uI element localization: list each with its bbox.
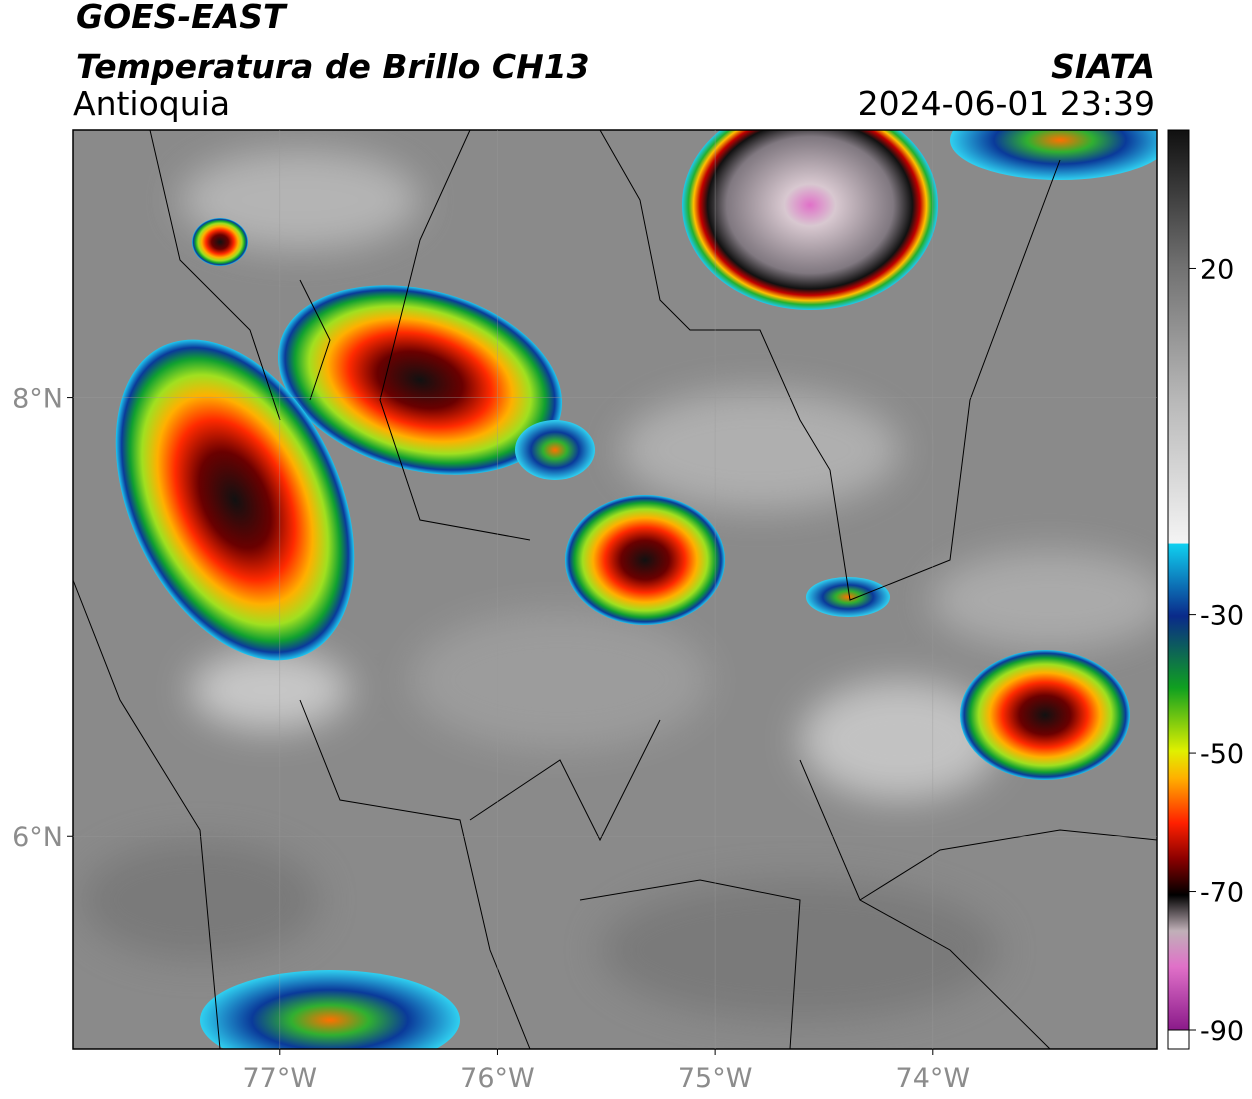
colorbar-tick-label: -90 bbox=[1200, 1016, 1244, 1047]
colorbar-tick-label: -50 bbox=[1200, 739, 1244, 770]
title: GOES-EAST bbox=[76, 0, 288, 36]
y-tick-label: 6°N bbox=[12, 822, 63, 853]
map-image bbox=[73, 130, 1157, 1049]
x-tick-label: 76°W bbox=[460, 1063, 535, 1094]
source: SIATA bbox=[1051, 47, 1155, 86]
colorbar bbox=[1167, 129, 1190, 1031]
region: Antioquia bbox=[73, 84, 230, 123]
colorbar-extension bbox=[1167, 1029, 1190, 1050]
map-frame bbox=[72, 129, 1158, 1050]
colorbar-tick-label: -30 bbox=[1200, 601, 1244, 632]
subtitle: Temperatura de Brillo CH13 bbox=[76, 47, 590, 86]
x-tick-label: 77°W bbox=[243, 1063, 318, 1094]
colorbar-tick-label: 20 bbox=[1200, 254, 1234, 285]
colorbar-tick-label: -70 bbox=[1200, 878, 1244, 909]
x-tick-label: 75°W bbox=[678, 1063, 753, 1094]
x-tick-label: 74°W bbox=[896, 1063, 971, 1094]
timestamp: 2024-06-01 23:39 bbox=[858, 84, 1155, 123]
y-tick-label: 8°N bbox=[12, 384, 63, 415]
